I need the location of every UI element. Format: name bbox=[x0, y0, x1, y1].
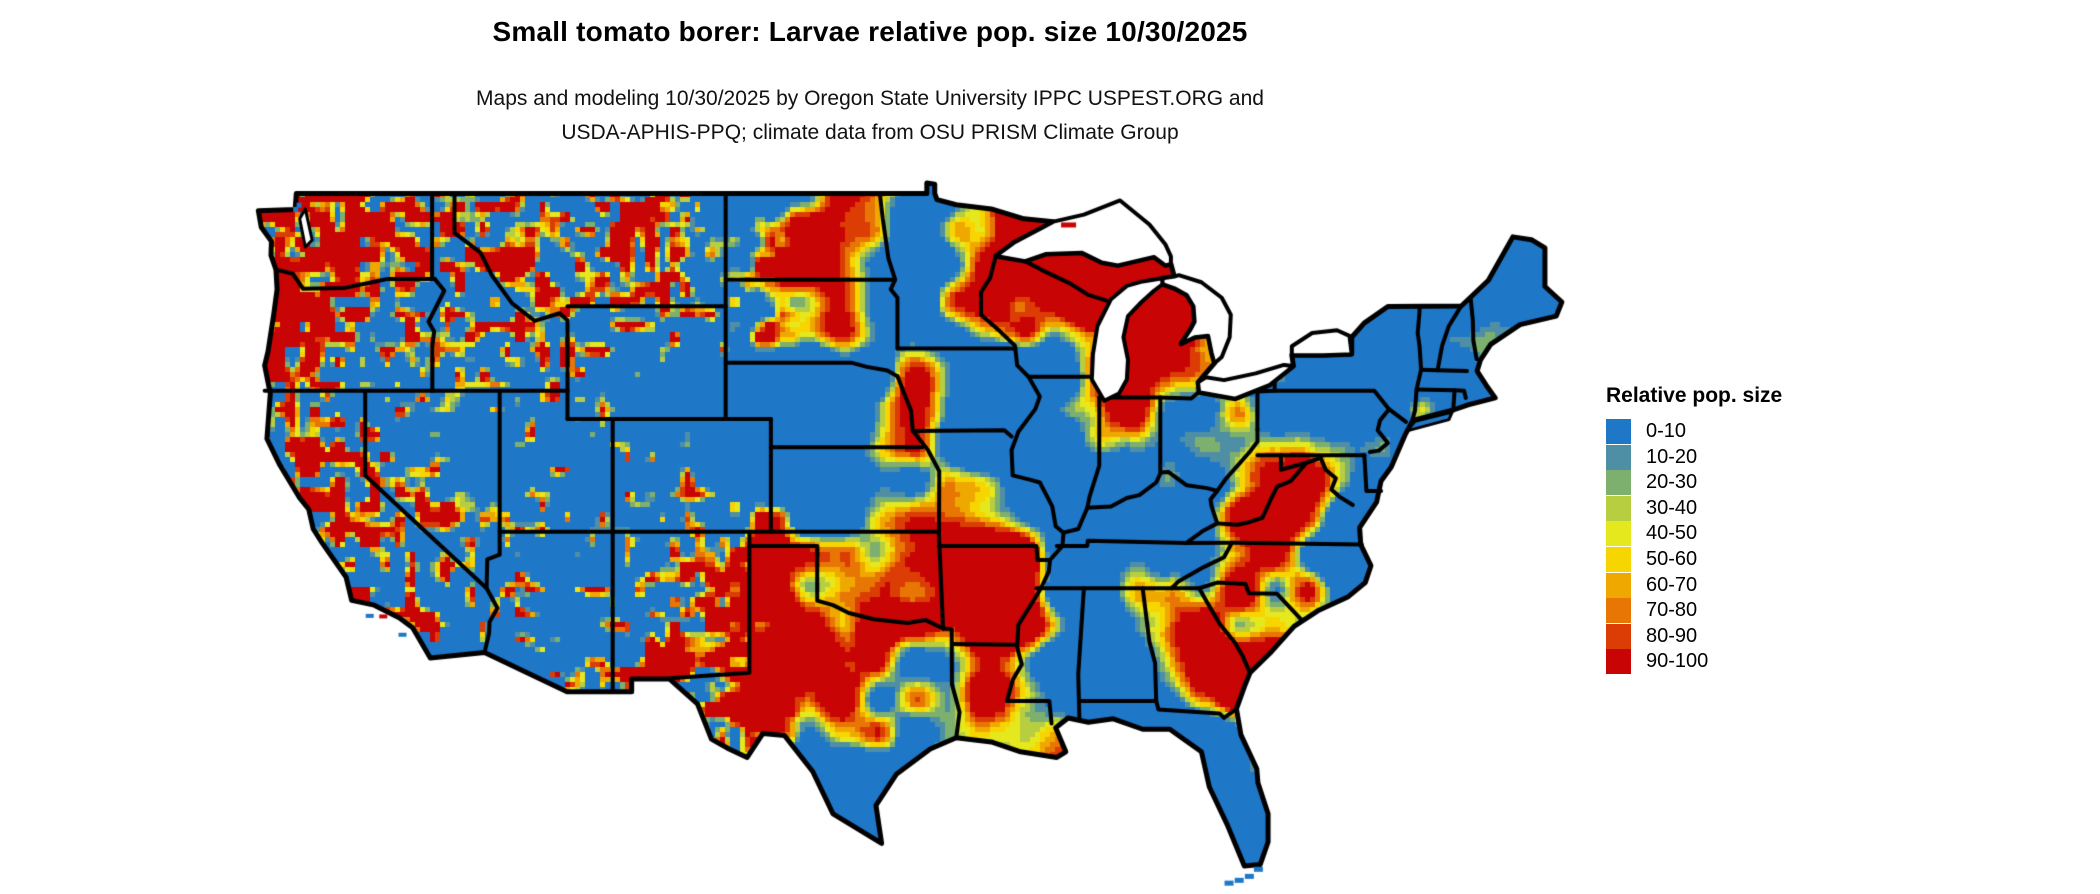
legend-range-label: 10-20 bbox=[1646, 445, 1698, 468]
legend-title: Relative pop. size bbox=[1606, 384, 1783, 407]
legend-color-swatch bbox=[1606, 623, 1631, 649]
map-legend: Relative pop. size 0-10 10-20 20-30 30-40 40… bbox=[1606, 384, 1782, 675]
legend-color-swatch bbox=[1606, 572, 1631, 598]
legend-entry: 0-10 bbox=[1606, 419, 1782, 444]
subtitle-line-1: Maps and modeling 10/30/2025 by Oregon S… bbox=[476, 87, 1264, 110]
legend-entry: 10-20 bbox=[1606, 444, 1782, 470]
legend-color-swatch bbox=[1606, 419, 1631, 444]
legend-color-swatch bbox=[1606, 470, 1631, 496]
legend-entry: 20-30 bbox=[1606, 470, 1782, 496]
legend-entry: 60-70 bbox=[1606, 572, 1782, 598]
legend-entry: 50-60 bbox=[1606, 546, 1782, 572]
legend-color-swatch bbox=[1606, 546, 1631, 572]
legend-range-label: 90-100 bbox=[1646, 650, 1709, 673]
legend-range-label: 60-70 bbox=[1646, 573, 1698, 596]
legend-range-label: 80-90 bbox=[1646, 624, 1698, 647]
legend-range-label: 20-30 bbox=[1646, 471, 1698, 494]
legend-color-swatch bbox=[1606, 444, 1631, 470]
us-population-raster-map bbox=[195, 122, 1575, 894]
legend-range-label: 70-80 bbox=[1646, 599, 1698, 622]
legend-color-swatch bbox=[1606, 495, 1631, 521]
legend-entry: 80-90 bbox=[1606, 623, 1782, 649]
legend-color-swatch bbox=[1606, 521, 1631, 547]
legend-range-label: 50-60 bbox=[1646, 547, 1698, 570]
map-title: Small tomato borer: Larvae relative pop.… bbox=[492, 16, 1248, 47]
legend-entry: 90-100 bbox=[1606, 649, 1782, 675]
legend-entry: 40-50 bbox=[1606, 521, 1782, 547]
legend-color-swatch bbox=[1606, 649, 1631, 675]
legend-range-label: 30-40 bbox=[1646, 496, 1698, 519]
legend-entry: 30-40 bbox=[1606, 495, 1782, 521]
legend-color-swatch bbox=[1606, 598, 1631, 624]
legend-entries: 0-10 10-20 20-30 30-40 40-50 50-60 60-70 70-80 8… bbox=[1606, 419, 1782, 675]
legend-range-label: 40-50 bbox=[1646, 522, 1698, 545]
legend-entry: 70-80 bbox=[1606, 598, 1782, 624]
legend-range-label: 0-10 bbox=[1646, 420, 1687, 442]
